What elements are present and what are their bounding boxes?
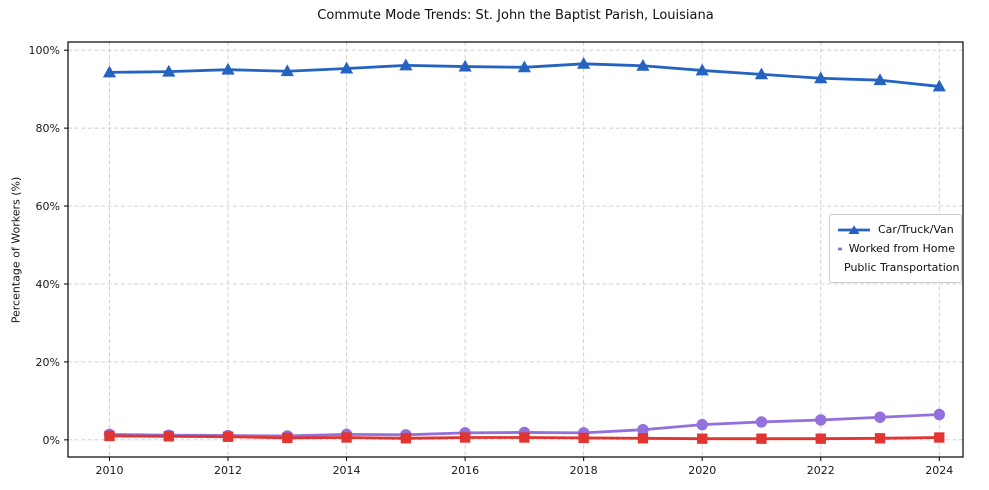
axis-ticks: 2010 2012 2014 2016 2018 2020 2022 2024 0% 20% 40%…: [29, 44, 954, 477]
y-tick-label: 100%: [29, 44, 60, 57]
x-tick-label: 2020: [688, 464, 716, 477]
legend-item-worked-from-home: Worked from Home: [837, 239, 955, 258]
y-tick-label: 60%: [36, 200, 60, 213]
x-tick-label: 2022: [807, 464, 835, 477]
x-tick-label: 2016: [451, 464, 479, 477]
legend-marker-circle-icon: [838, 247, 842, 250]
y-tick-label: 20%: [36, 356, 60, 369]
x-tick-label: 2018: [570, 464, 598, 477]
chart-title: Commute Mode Trends: St. John the Baptis…: [317, 8, 714, 23]
legend-item-label: Car/Truck/Van: [878, 223, 954, 236]
series-car-truck-van: [102, 57, 946, 92]
legend-item-label: Worked from Home: [848, 242, 955, 255]
legend-item-public-transportation: Public Transportation: [837, 258, 959, 277]
y-tick-label: 0%: [43, 434, 60, 447]
legend-marker-triangle-icon: [838, 224, 870, 234]
series-public-transportation: [104, 430, 945, 444]
x-tick-label: 2024: [925, 464, 953, 477]
y-tick-label: 40%: [36, 278, 60, 291]
legend: Car/Truck/Van Worked from Home Public Tr…: [829, 214, 962, 283]
x-tick-label: 2010: [95, 464, 123, 477]
x-tick-label: 2012: [214, 464, 242, 477]
legend-item-label: Public Transportation: [844, 261, 960, 274]
y-tick-label: 80%: [36, 122, 60, 135]
legend-item-car-truck-van: Car/Truck/Van: [837, 220, 955, 239]
x-tick-label: 2014: [333, 464, 361, 477]
plot-border: [67, 41, 964, 458]
